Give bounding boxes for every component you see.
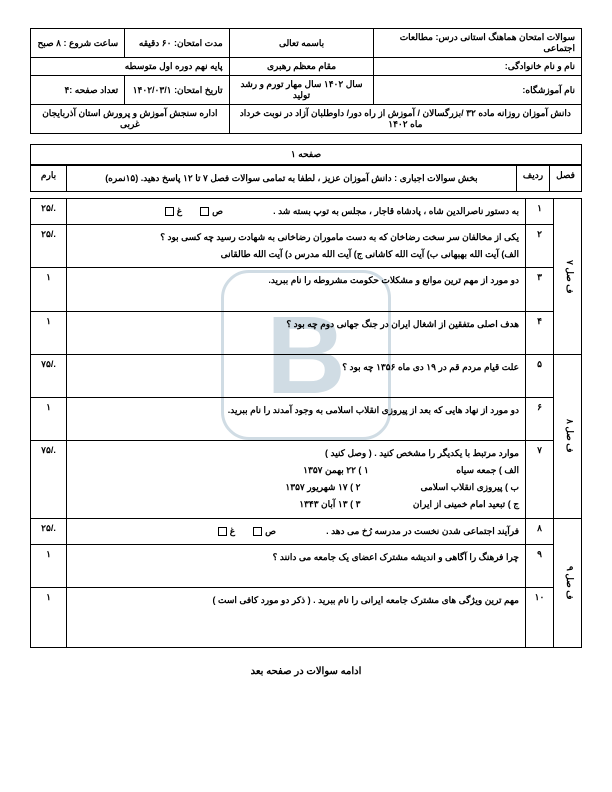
- q-num: ۱: [526, 199, 554, 225]
- q1-true-label: ص: [212, 206, 223, 216]
- table-row: ۶ دو مورد از نهاد هایی که بعد از پیروزی …: [31, 397, 582, 440]
- hdr-year: سال ۱۴۰۲ سال مهار تورم و رشد تولید: [229, 76, 374, 105]
- exam-header-table: سوالات امتحان هماهنگ استانی درس: مطالعات…: [30, 28, 582, 134]
- table-row: ۱۰ مهم ترین ویژگی های مشترک جامعه ایرانی…: [31, 587, 582, 647]
- q5-text: علت قیام مردم قم در ۱۹ دی ماه ۱۳۵۶ چه بو…: [67, 354, 526, 397]
- q-num: ۴: [526, 311, 554, 354]
- q3-stem: دو مورد از مهم ترین موانع و مشکلات حکومت…: [268, 275, 519, 285]
- fasl-8: ف صل ۸: [554, 354, 582, 518]
- q3-score: ۱: [31, 268, 67, 311]
- hdr-leader: مقام معظم رهبری: [229, 58, 374, 76]
- q4-text: هدف اصلی متفقین از اشغال ایران در جنگ جه…: [67, 311, 526, 354]
- q2-options: الف) آیت الله بهبهانی ب) آیت الله کاشانی…: [221, 249, 519, 259]
- checkbox-icon[interactable]: [253, 527, 262, 536]
- q7-b: ب ) پیروزی انقلاب اسلامی: [420, 482, 519, 492]
- col-radif: ردیف: [516, 166, 549, 192]
- q1-text: به دستور ناصرالدین شاه ، پادشاه قاجار ، …: [67, 199, 526, 225]
- table-row: ف صل ۸ ۵ علت قیام مردم قم در ۱۹ دی ماه ۱…: [31, 354, 582, 397]
- hdr-name: نام و نام خانوادگی:: [374, 58, 582, 76]
- q-num: ۲: [526, 225, 554, 268]
- q6-text: دو مورد از نهاد هایی که بعد از پیروزی ان…: [67, 397, 526, 440]
- table-row: ف صل ۹ ۸ فرآیند اجتماعی شدن نخست در مدرس…: [31, 518, 582, 544]
- hdr-date: تاریخ امتحان: ۱۴۰۲/۰۳/۱: [125, 76, 229, 105]
- questions-body: ف صل ۷ ۱ به دستور ناصرالدین شاه ، پادشاه…: [30, 198, 582, 648]
- hdr-start: ساعت شروع : ۸ صبح: [31, 29, 125, 58]
- footer-continue: ادامه سوالات در صفحه بعد: [30, 666, 582, 677]
- fasl-9: ف صل ۹: [554, 518, 582, 648]
- q-num: ۸: [526, 518, 554, 544]
- section-title: بخش سوالات اجباری : دانش آموزان عزیز ، ل…: [67, 166, 517, 192]
- table-row: ۲ یکی از مخالفان سر سخت رضاخان که به دست…: [31, 225, 582, 268]
- page-number: صفحه ۱: [31, 145, 582, 165]
- q-num: ۹: [526, 544, 554, 587]
- table-row: ۴ هدف اصلی متفقین از اشغال ایران در جنگ …: [31, 311, 582, 354]
- q6-score: ۱: [31, 397, 67, 440]
- q6-stem: دو مورد از نهاد هایی که بعد از پیروزی ان…: [228, 405, 519, 415]
- col-barem: بارم: [31, 166, 67, 192]
- hdr-students: دانش آموزان روزانه ماده ۳۲ /بزرگسالان / …: [229, 105, 581, 134]
- q10-stem: مهم ترین ویژگی های مشترک جامعه ایرانی را…: [212, 595, 519, 605]
- q8-score: ./۲۵: [31, 518, 67, 544]
- q5-stem: علت قیام مردم قم در ۱۹ دی ماه ۱۳۵۶ چه بو…: [342, 362, 519, 372]
- q1-score: ./۲۵: [31, 199, 67, 225]
- q7-stem: موارد مرتبط با یکدیگر را مشخص کنید . ( و…: [325, 448, 519, 458]
- q10-score: ۱: [31, 587, 67, 647]
- checkbox-icon[interactable]: [165, 207, 174, 216]
- q8-false-label: غ: [230, 526, 235, 536]
- q3-text: دو مورد از مهم ترین موانع و مشکلات حکومت…: [67, 268, 526, 311]
- q7-score: ./۷۵: [31, 441, 67, 518]
- q-num: ۱۰: [526, 587, 554, 647]
- q9-stem: چرا فرهنگ را آگاهی و اندیشه مشترک اعضای …: [273, 552, 519, 562]
- q-num: ۳: [526, 268, 554, 311]
- q8-true-label: ص: [265, 526, 276, 536]
- hdr-office: اداره سنجش آموزش و پرورش استان آذربایجان…: [31, 105, 230, 134]
- q2-stem: یکی از مخالفان سر سخت رضاخان که به دست م…: [160, 232, 519, 242]
- q-num: ۶: [526, 397, 554, 440]
- checkbox-icon[interactable]: [218, 527, 227, 536]
- q7-a: الف ) جمعه سیاه: [456, 465, 519, 475]
- hdr-grade: پایه نهم دوره اول متوسطه: [31, 58, 230, 76]
- questions-table: فصل ردیف بخش سوالات اجباری : دانش آموزان…: [30, 165, 582, 192]
- hdr-pages: تعداد صفحه :۴: [31, 76, 125, 105]
- q9-score: ۱: [31, 544, 67, 587]
- table-row: ۹ چرا فرهنگ را آگاهی و اندیشه مشترک اعضا…: [31, 544, 582, 587]
- q8-text: فرآیند اجتماعی شدن نخست در مدرسه رُخ می …: [67, 518, 526, 544]
- q1-false-label: غ: [177, 206, 182, 216]
- q-num: ۵: [526, 354, 554, 397]
- q7-d1: ۱ ) ۲۲ بهمن ۱۳۵۷: [303, 465, 369, 475]
- hdr-subject: سوالات امتحان هماهنگ استانی درس: مطالعات…: [374, 29, 582, 58]
- hdr-basmala: باسمه تعالی: [229, 29, 374, 58]
- q1-stem: به دستور ناصرالدین شاه ، پادشاه قاجار ، …: [273, 206, 519, 216]
- q7-text: موارد مرتبط با یکدیگر را مشخص کنید . ( و…: [67, 441, 526, 518]
- q4-stem: هدف اصلی متفقین از اشغال ایران در جنگ جه…: [286, 319, 519, 329]
- q7-d3: ۳ ) ۱۳ آبان ۱۳۴۳: [299, 499, 360, 509]
- q2-text: یکی از مخالفان سر سخت رضاخان که به دست م…: [67, 225, 526, 268]
- q5-score: ./۷۵: [31, 354, 67, 397]
- q-num: ۷: [526, 441, 554, 518]
- table-row: ف صل ۷ ۱ به دستور ناصرالدین شاه ، پادشاه…: [31, 199, 582, 225]
- q9-text: چرا فرهنگ را آگاهی و اندیشه مشترک اعضای …: [67, 544, 526, 587]
- table-row: ۷ موارد مرتبط با یکدیگر را مشخص کنید . (…: [31, 441, 582, 518]
- q2-score: ./۲۵: [31, 225, 67, 268]
- q4-score: ۱: [31, 311, 67, 354]
- checkbox-icon[interactable]: [200, 207, 209, 216]
- col-fasl: فصل: [550, 166, 582, 192]
- q8-stem: فرآیند اجتماعی شدن نخست در مدرسه رُخ می …: [326, 526, 519, 536]
- hdr-duration: مدت امتحان: ۶۰ دقیقه: [125, 29, 229, 58]
- page-label-table: صفحه ۱: [30, 144, 582, 165]
- hdr-school: نام آموزشگاه:: [374, 76, 582, 105]
- q10-text: مهم ترین ویژگی های مشترک جامعه ایرانی را…: [67, 587, 526, 647]
- table-row: ۳ دو مورد از مهم ترین موانع و مشکلات حکو…: [31, 268, 582, 311]
- q7-c: ج ) تبعید امام خمینی از ایران: [413, 499, 519, 509]
- fasl-7: ف صل ۷: [554, 199, 582, 355]
- q7-d2: ۲ ) ۱۷ شهریور ۱۳۵۷: [285, 482, 360, 492]
